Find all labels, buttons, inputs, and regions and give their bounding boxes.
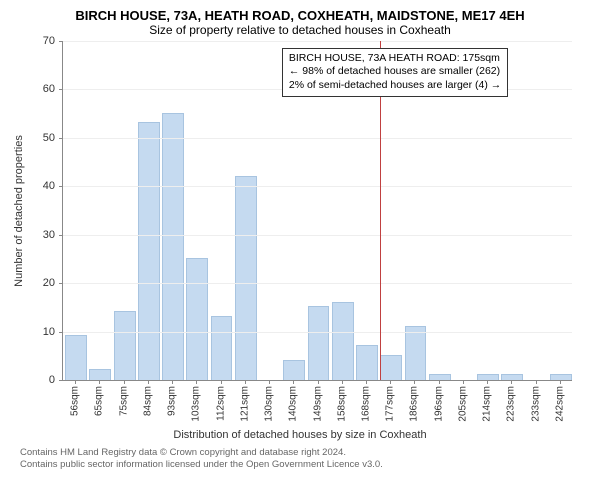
- bar: [138, 122, 160, 380]
- ytick-label: 40: [43, 180, 55, 192]
- xtick-label: 140sqm: [288, 386, 299, 422]
- xtick-label: 242sqm: [554, 386, 565, 422]
- bar: [308, 306, 330, 380]
- annotation-box: BIRCH HOUSE, 73A HEATH ROAD: 175sqm ← 98…: [282, 48, 508, 97]
- xtick-label: 158sqm: [336, 386, 347, 422]
- bar: [65, 335, 87, 380]
- footer-line1: Contains HM Land Registry data © Crown c…: [20, 447, 590, 459]
- xtick-label: 149sqm: [312, 386, 323, 422]
- ytick-label: 20: [43, 277, 55, 289]
- chart-subtitle: Size of property relative to detached ho…: [10, 23, 590, 37]
- ytick-label: 10: [43, 326, 55, 338]
- plot-region: Number of detached properties 0102030405…: [62, 41, 572, 381]
- xtick-label: 223sqm: [506, 386, 517, 422]
- bar: [380, 355, 402, 380]
- footer-line2: Contains public sector information licen…: [20, 459, 590, 471]
- chart-title: BIRCH HOUSE, 73A, HEATH ROAD, COXHEATH, …: [10, 8, 590, 23]
- xtick-label: 196sqm: [433, 386, 444, 422]
- xtick-label: 65sqm: [94, 386, 105, 416]
- ytick-label: 30: [43, 229, 55, 241]
- xtick-label: 130sqm: [264, 386, 275, 422]
- xtick-label: 112sqm: [215, 386, 226, 421]
- xtick-label: 233sqm: [530, 386, 541, 422]
- bar: [429, 374, 451, 380]
- y-axis-label: Number of detached properties: [13, 135, 25, 287]
- xtick-label: 205sqm: [457, 386, 468, 422]
- bar: [89, 369, 111, 380]
- xtick-label: 103sqm: [191, 386, 202, 422]
- ytick-label: 60: [43, 83, 55, 95]
- xtick-label: 121sqm: [239, 386, 250, 422]
- bar: [114, 311, 136, 380]
- bar: [235, 176, 257, 380]
- chart-area: Number of detached properties 0102030405…: [62, 41, 572, 381]
- bar: [186, 258, 208, 380]
- xtick-label: 168sqm: [360, 386, 371, 422]
- bar: [332, 302, 354, 380]
- xtick-label: 214sqm: [482, 386, 493, 422]
- bar: [211, 316, 233, 380]
- xtick-label: 75sqm: [118, 386, 129, 416]
- bar: [162, 113, 184, 380]
- bar: [405, 326, 427, 380]
- footer: Contains HM Land Registry data © Crown c…: [20, 447, 590, 472]
- bar: [477, 374, 499, 380]
- bar: [283, 360, 305, 380]
- ytick-label: 70: [43, 35, 55, 47]
- bar: [501, 374, 523, 380]
- annotation-line1: BIRCH HOUSE, 73A HEATH ROAD: 175sqm: [289, 52, 501, 66]
- xtick-label: 186sqm: [409, 386, 420, 422]
- bar: [356, 345, 378, 380]
- xtick-label: 177sqm: [385, 386, 396, 422]
- ytick-label: 0: [49, 374, 55, 386]
- xtick-label: 84sqm: [142, 386, 153, 416]
- annotation-line2: ← 98% of detached houses are smaller (26…: [289, 65, 501, 79]
- xtick-label: 93sqm: [167, 386, 178, 416]
- xtick-label: 56sqm: [70, 386, 81, 416]
- bar: [550, 374, 572, 380]
- annotation-line3: 2% of semi-detached houses are larger (4…: [289, 79, 501, 93]
- x-axis-label: Distribution of detached houses by size …: [10, 429, 590, 441]
- ytick-label: 50: [43, 132, 55, 144]
